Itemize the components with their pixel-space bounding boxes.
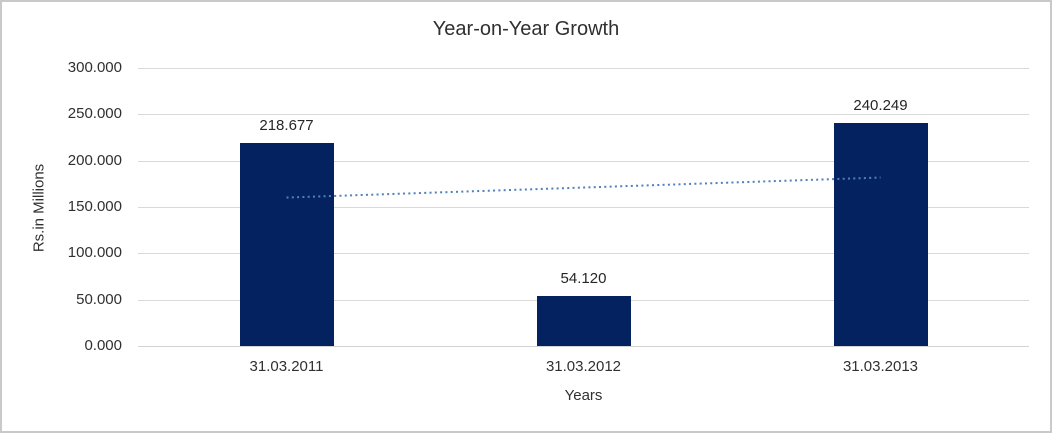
y-tick-label: 100.000 xyxy=(67,244,122,262)
trendline-path xyxy=(286,176,881,199)
gridline xyxy=(138,68,1029,69)
y-tick-label: 150.000 xyxy=(67,198,122,215)
bar xyxy=(536,295,631,346)
x-tick-label: 31.03.2012 xyxy=(545,358,622,375)
y-tick-label: 250.000 xyxy=(67,105,122,123)
gridline xyxy=(138,160,1029,162)
gridline xyxy=(138,114,1029,116)
gridline xyxy=(138,253,1029,255)
x-tick-label: 31.03.2013 xyxy=(842,358,919,375)
y-tick-label: 50.000 xyxy=(76,290,122,308)
gridline xyxy=(138,207,1029,208)
x-axis-line xyxy=(138,346,1029,347)
y-tick-label: 300.000 xyxy=(67,59,122,76)
y-tick-label: 0.000 xyxy=(84,337,122,354)
x-tick-label: 31.03.2011 xyxy=(249,358,324,375)
x-axis-title: Years xyxy=(564,387,603,404)
bar xyxy=(239,143,334,346)
bar xyxy=(833,123,928,346)
data-label: 54.120 xyxy=(560,269,607,287)
y-tick-label: 200.000 xyxy=(67,151,122,169)
chart-title: Year-on-Year Growth xyxy=(432,18,620,40)
data-label: 240.249 xyxy=(853,97,908,115)
data-label: 218.677 xyxy=(259,117,314,135)
